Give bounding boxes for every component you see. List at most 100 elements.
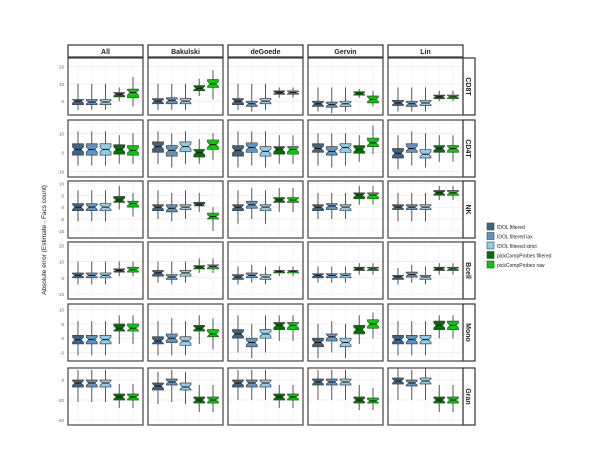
legend-swatch — [486, 251, 495, 259]
panel-gran-lin — [387, 367, 464, 426]
box-pickcompprobes-filtered — [353, 192, 366, 200]
panel-border — [387, 119, 464, 178]
panel-border — [227, 57, 304, 116]
panel-border — [387, 57, 464, 116]
panel-bcell-all — [67, 241, 144, 300]
box-pickcompprobes-filtered — [273, 322, 286, 330]
column-strip-bakulski — [147, 44, 224, 58]
panel-border — [307, 367, 384, 426]
panel-cd4t-degoede — [227, 119, 304, 178]
box-pickcompprobes-raw — [207, 329, 219, 338]
panel-border — [307, 241, 384, 300]
panel-border — [307, 57, 384, 116]
panel-gran-degoede — [227, 367, 304, 426]
panel-cd4t-gervin — [307, 119, 384, 178]
panel-nk-degoede — [227, 180, 304, 239]
box-pickcompprobes-raw — [207, 212, 219, 220]
box-idol-filtered-lax — [325, 203, 338, 210]
y-tick-label: 10 — [59, 181, 65, 186]
y-tick-label: 0 — [61, 378, 64, 383]
panel-border — [307, 119, 384, 178]
panel-border — [67, 303, 144, 362]
y-tick-label: 20 — [59, 65, 65, 70]
panel-border — [227, 303, 304, 362]
row-strip-label: Mono — [464, 323, 471, 342]
column-strip-label: deGoede — [251, 49, 281, 56]
row-strip-label: CD4T — [464, 139, 471, 158]
panel-border — [227, 241, 304, 300]
y-axis-label: Absolute error (Estimate - Facs count) — [41, 185, 48, 295]
panel-nk-all — [67, 180, 144, 239]
panel-border — [387, 303, 464, 362]
panel-border — [147, 241, 224, 300]
panel-cd4t-lin — [387, 119, 464, 178]
box-pickcompprobes-filtered — [113, 196, 126, 203]
y-tick-label: 0 — [61, 276, 64, 281]
panel-border — [227, 119, 304, 178]
y-tick-label: -5 — [60, 350, 64, 355]
panel-cd8t-degoede — [227, 57, 304, 116]
column-strip-label: All — [101, 49, 110, 56]
panel-border — [67, 367, 144, 426]
box-idol-filtered-lax — [325, 333, 338, 342]
box-idol-filtered — [232, 204, 244, 212]
panel-border — [147, 303, 224, 362]
column-strip-lin — [387, 44, 464, 58]
y-tick-label: 0 — [61, 336, 64, 341]
box-idol-filtered — [312, 204, 324, 212]
panel-border — [67, 119, 144, 178]
panel-bcell-bakulski — [147, 241, 224, 300]
column-strip-label: Gervin — [334, 49, 356, 56]
panel-border — [387, 180, 464, 239]
y-tick-label: 20 — [59, 243, 65, 248]
panel-border — [307, 180, 384, 239]
box-idol-filtered — [152, 204, 164, 212]
panel-border — [147, 57, 224, 116]
panel-cd8t-gervin — [307, 57, 384, 116]
box-pickcompprobes-raw — [127, 200, 139, 208]
panel-border — [67, 180, 144, 239]
row-strip-label: Bcell — [464, 262, 471, 279]
box-idol-filtered — [71, 99, 85, 105]
panel-nk-lin — [387, 180, 464, 239]
panel-border — [387, 241, 464, 300]
panel-border — [227, 180, 304, 239]
legend-label: IDOL filtered — [497, 225, 525, 231]
box-pickcompprobes-raw — [367, 192, 379, 200]
box-pickcompprobes-raw — [127, 88, 139, 99]
panel-mono-gervin — [307, 303, 384, 362]
y-tick-label: 10 — [59, 260, 65, 265]
panel-bcell-degoede — [227, 241, 304, 300]
panel-mono-degoede — [227, 303, 304, 362]
y-tick-label: 0 — [61, 150, 64, 155]
legend-label: IDOL filtered strict — [497, 244, 537, 250]
panel-cd8t-lin — [387, 57, 464, 116]
y-tick-label: 5 — [61, 193, 64, 198]
panel-border — [67, 241, 144, 300]
panel-nk-bakulski — [147, 180, 224, 239]
legend-swatch — [486, 241, 495, 250]
legend-swatch — [486, 260, 495, 269]
box-idol-filtered-strict — [259, 204, 272, 212]
panel-cd8t-all — [67, 57, 144, 116]
legend-label: pickCompProbes raw — [497, 263, 545, 269]
box-pickcompprobes-raw — [287, 322, 299, 330]
box-pickcompprobes-filtered — [113, 323, 126, 332]
panel-bcell-gervin — [307, 241, 384, 300]
y-tick-label: -20 — [57, 398, 64, 403]
y-tick-label: -10 — [57, 292, 64, 297]
box-idol-filtered-strict — [339, 204, 352, 212]
y-tick-label: 0 — [61, 205, 64, 210]
row-strip-label: NK — [464, 204, 471, 214]
row-strip-label: Gran — [464, 388, 471, 404]
panel-border — [227, 367, 304, 426]
legend-swatch — [486, 232, 495, 240]
y-tick-label: 5 — [61, 322, 64, 327]
box-pickcompprobes-raw — [127, 323, 139, 332]
box-pickcompprobes-filtered — [193, 202, 206, 207]
box-pickcompprobes-filtered — [273, 146, 286, 155]
panel-nk-gervin — [307, 180, 384, 239]
y-tick-label: 10 — [59, 308, 65, 313]
row-strip-label: CD8T — [464, 77, 471, 96]
